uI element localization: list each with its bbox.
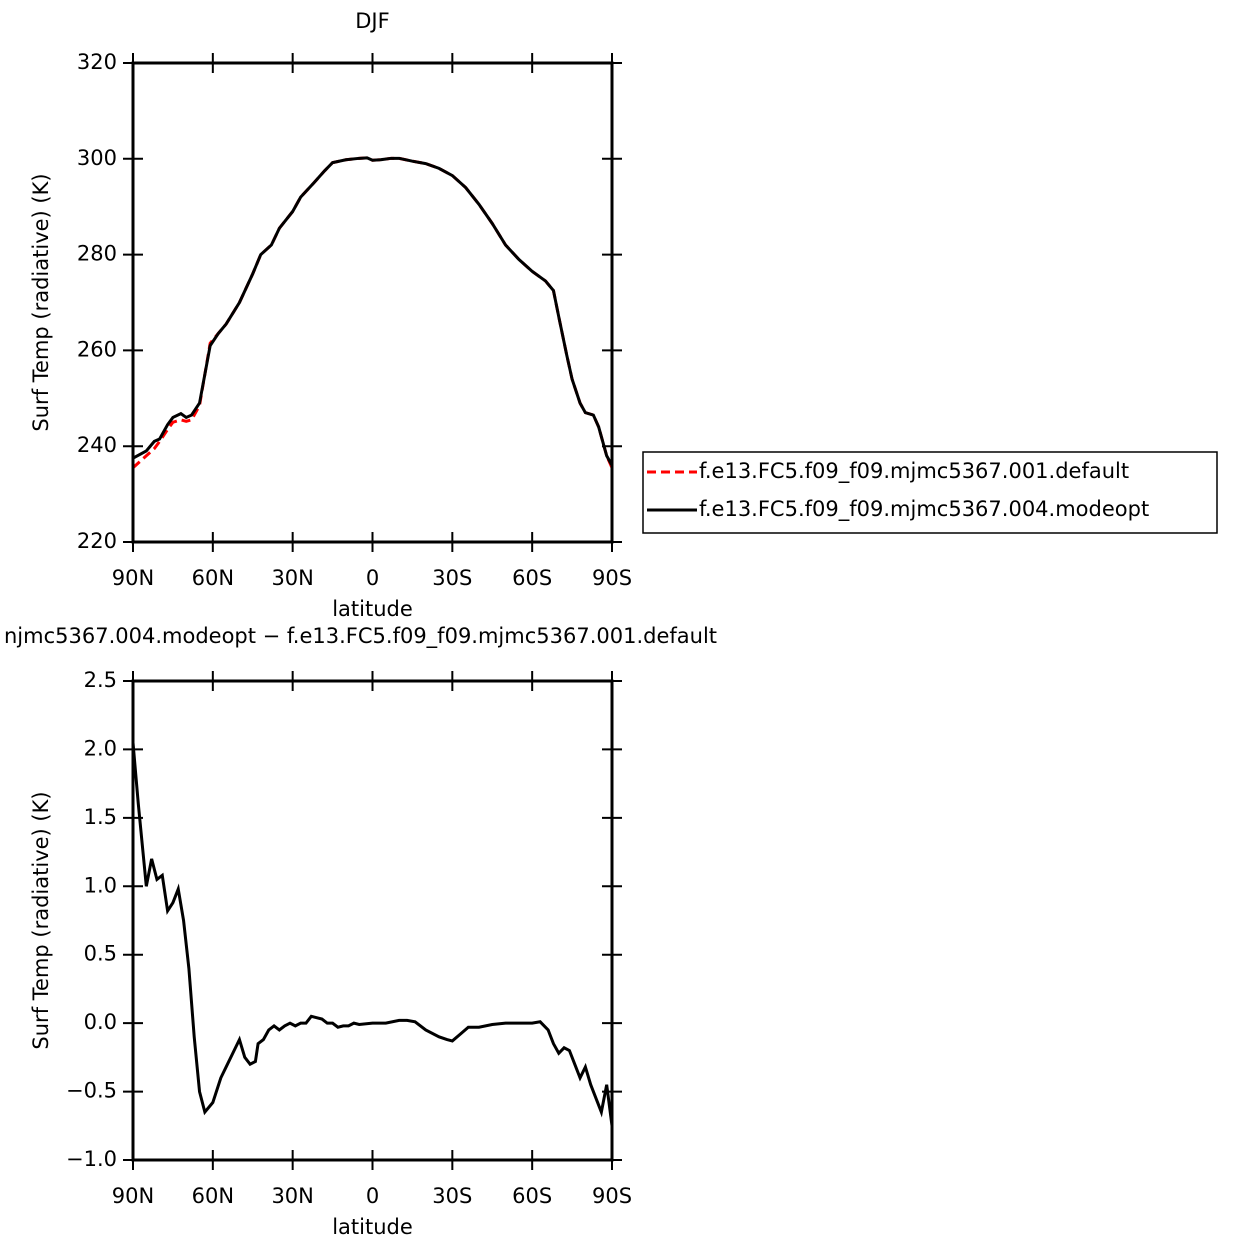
y-tick-label: −1.0 bbox=[66, 1147, 117, 1171]
y-tick-label: 2.5 bbox=[84, 668, 117, 692]
data-line bbox=[132, 156, 614, 467]
y-tick-label: 220 bbox=[77, 529, 117, 553]
x-tick-label: 0 bbox=[366, 566, 379, 590]
y-axis-label: Surf Temp (radiative) (K) bbox=[29, 791, 53, 1049]
x-tick-label: 30S bbox=[432, 1184, 472, 1208]
x-tick-label: 60N bbox=[192, 1184, 234, 1208]
x-tick-label: 30S bbox=[432, 566, 472, 590]
y-tick-label: 280 bbox=[77, 242, 117, 266]
y-tick-label: 2.0 bbox=[84, 736, 117, 760]
y-axis-label: Surf Temp (radiative) (K) bbox=[29, 173, 53, 431]
legend-label: f.e13.FC5.f09_f09.mjmc5367.004.modeopt bbox=[699, 497, 1149, 522]
x-tick-label: 30N bbox=[271, 566, 313, 590]
x-axis-label: latitude bbox=[332, 1215, 413, 1239]
x-tick-label: 90N bbox=[112, 566, 154, 590]
y-tick-label: 0.0 bbox=[84, 1010, 117, 1034]
x-tick-label: 60S bbox=[512, 1184, 552, 1208]
y-tick-label: −0.5 bbox=[66, 1079, 117, 1103]
y-tick-label: 300 bbox=[77, 146, 117, 170]
plot-frame bbox=[131, 61, 614, 544]
y-tick-label: 260 bbox=[77, 337, 117, 361]
chart-title: DJF bbox=[355, 9, 389, 33]
y-tick-label: 0.5 bbox=[84, 942, 117, 966]
x-tick-label: 90S bbox=[592, 1184, 632, 1208]
x-tick-label: 90N bbox=[112, 1184, 154, 1208]
y-tick-label: 1.5 bbox=[84, 805, 117, 829]
plot-frame bbox=[131, 679, 614, 1162]
x-tick-label: 60N bbox=[192, 566, 234, 590]
x-tick-label: 0 bbox=[366, 1184, 379, 1208]
data-line bbox=[131, 156, 614, 469]
y-tick-label: 240 bbox=[77, 433, 117, 457]
y-tick-label: 1.0 bbox=[84, 873, 117, 897]
x-tick-label: 60S bbox=[512, 566, 552, 590]
y-tick-label: 320 bbox=[77, 50, 117, 74]
chart-title: njmc5367.004.modeopt − f.e13.FC5.f09_f09… bbox=[4, 624, 717, 649]
data-line bbox=[131, 742, 614, 1126]
x-axis-label: latitude bbox=[332, 597, 413, 621]
legend-label: f.e13.FC5.f09_f09.mjmc5367.001.default bbox=[699, 459, 1129, 484]
legend-box bbox=[642, 451, 1218, 534]
x-tick-label: 90S bbox=[592, 566, 632, 590]
x-tick-label: 30N bbox=[271, 1184, 313, 1208]
